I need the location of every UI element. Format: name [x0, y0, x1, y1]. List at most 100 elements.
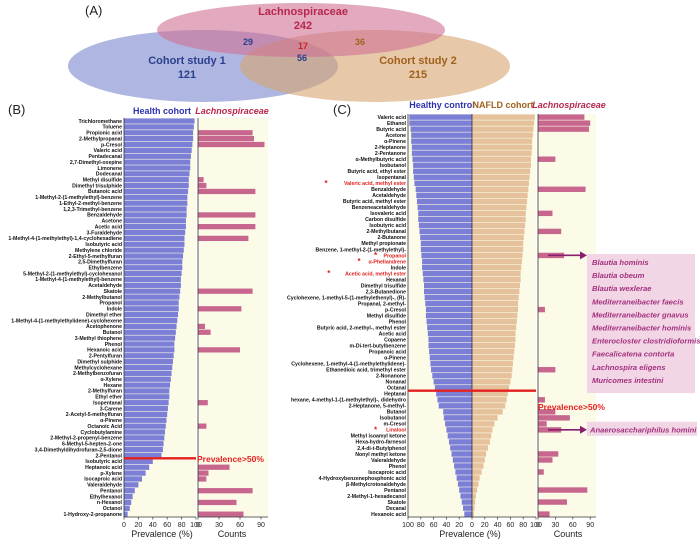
c-category-label: Acetaldehyde [372, 193, 406, 199]
c-healthy-bar [463, 505, 472, 511]
b-category-label: Octanoic Acid [87, 424, 122, 430]
c-xtick-label: 100 [402, 522, 414, 529]
b-category-label: Methyl disulfide [83, 177, 122, 183]
b-count-bar [198, 188, 256, 195]
species-lower-label: Anaerosacchariphilus homini [589, 425, 697, 434]
c-category-label: 2-Methyl-1-hexadecanol [347, 494, 406, 500]
c-category-label: 2-Nonanone [376, 374, 406, 380]
b-category-label: 2,7-Dimethyl-oxepine [70, 160, 122, 166]
c-count-bar [538, 511, 550, 517]
c-xtick-label: 40 [443, 522, 451, 529]
b-category-label: Isopentanal [93, 400, 122, 406]
c-xtick-label: 20 [481, 522, 489, 529]
b-count-bar [198, 306, 242, 312]
c-category-label: Nonyl methyl ketone [355, 452, 406, 458]
c-category-label: α-Phellandrene [369, 259, 407, 265]
b-count-bar [198, 177, 204, 183]
c-xlabel-right: Counts [554, 529, 583, 539]
b-count-xtick-label: 0 [196, 522, 200, 529]
c-count-bar [538, 156, 556, 162]
b-category-label: Indole [107, 307, 122, 313]
panel-label-b: (B) [8, 102, 25, 117]
species-upper-label: Blautia wexlerae [592, 284, 652, 293]
c-marker-asterisk: * [325, 179, 329, 188]
c-healthy-bar [420, 240, 472, 247]
c-healthy-bar [411, 138, 472, 144]
b-prevalence-bar [124, 405, 168, 412]
c-category-label: Dimethyl trisulfide [361, 283, 406, 289]
species-upper-label: Enterocloster clostridioformis [592, 337, 700, 346]
b-count-bar [198, 235, 249, 242]
b-category-label: 2-Pentylfuran [89, 354, 122, 360]
c-healthy-bar [430, 361, 472, 367]
c-category-label: Acetone [386, 133, 407, 139]
b-prevalence-bar [124, 341, 175, 347]
c-healthy-bar [413, 174, 472, 180]
c-category-label: Isocaproic acid [368, 470, 406, 476]
c-nafld-bar [472, 156, 531, 162]
c-count-xtick-label: 90 [586, 522, 594, 529]
b-count-bar [198, 136, 254, 142]
c-count-bar [538, 210, 553, 217]
c-nafld-bar [472, 445, 488, 451]
b-count-bar [198, 511, 244, 517]
c-nafld-bar [472, 493, 476, 499]
species-upper-label: Mediterraneibacter faecis [592, 297, 684, 306]
c-nafld-bar [472, 114, 535, 120]
b-prevalence-bar [124, 188, 189, 195]
c-healthy-bar [464, 511, 472, 517]
b-title-right: Lachnospiraceae [195, 106, 269, 116]
venn-lach-total: 242 [294, 20, 312, 32]
b-prevalence-bar [124, 329, 176, 335]
c-healthy-bar [417, 204, 472, 211]
b-prevalence-bar [124, 417, 167, 423]
c-xlabel-left: Prevalence (%) [439, 529, 501, 539]
c-nafld-bar [472, 276, 521, 283]
c-category-label: 2-Heptanone [375, 145, 407, 151]
b-count-xtick-label: 90 [257, 522, 265, 529]
c-nafld-bar [472, 144, 533, 150]
b-xtick-label: 0 [122, 522, 126, 529]
b-prevalence-bar [124, 130, 194, 136]
c-healthy-bar [438, 403, 472, 409]
b-category-label: Butanoic acid [88, 189, 122, 195]
b-category-label: Dodecanal [96, 172, 123, 178]
b-prevalence-bar [124, 159, 191, 165]
venn-c1-total: 121 [178, 69, 196, 81]
c-nafld-bar [472, 481, 479, 487]
b-category-label: Methylene chloride [75, 248, 122, 254]
c-nafld-bar [472, 415, 498, 421]
b-count-bar [198, 423, 207, 429]
c-category-label: Methyl isoamyl ketone [351, 434, 406, 440]
b-prevalence-bar [124, 441, 164, 447]
b-category-label: Acetophenone [86, 324, 122, 330]
c-nafld-bar [472, 354, 514, 361]
b-prevalence-bar [124, 470, 146, 476]
c-category-label: Valeraldehyde [371, 458, 406, 464]
b-prevalence-bar [124, 182, 189, 189]
b-xtick-label: 100 [190, 522, 202, 529]
c-nafld-bar [472, 433, 492, 439]
b-prevalence-bar [124, 370, 172, 376]
b-category-label: 5-Methyl-2-(1-methylethyl)-cyclohexanol [23, 271, 122, 277]
c-nafld-bar [472, 198, 528, 205]
b-prevalence-bar [124, 464, 150, 470]
c-healthy-bar [454, 463, 472, 469]
b-count-xtick-label: 60 [236, 522, 244, 529]
c-marker-asterisk: * [327, 269, 331, 278]
c-count-bar [538, 451, 559, 457]
b-count-xtick-label: 30 [215, 522, 223, 529]
c-count-xtick-label: 0 [536, 522, 540, 529]
c-healthy-bar [446, 427, 472, 433]
b-category-label: Cyclobutylamine [80, 430, 122, 436]
b-prevalence-bar [124, 493, 133, 500]
c-nafld-bar [472, 403, 506, 409]
c-category-label: Decanal [386, 506, 406, 512]
venn-c1-label: Cohort study 1 [148, 55, 226, 67]
c-healthy-bar [452, 457, 472, 463]
c-nafld-bar [472, 294, 519, 301]
c-category-label: Benzene, 1-methyl-2-(1-methylethyl)- [315, 247, 406, 253]
c-category-label: α-Pinene [384, 139, 406, 145]
venn-c2-total: 215 [409, 69, 427, 81]
b-prevalence-bar [124, 247, 184, 253]
